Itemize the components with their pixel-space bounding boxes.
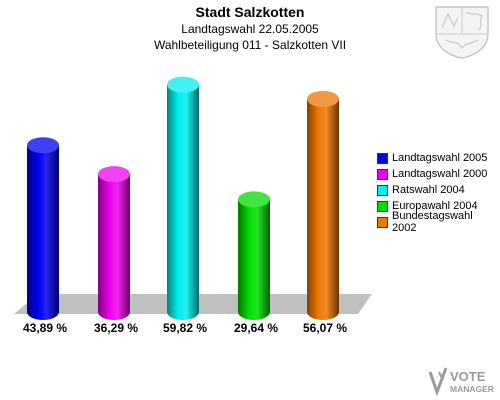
chart-legend: Landtagswahl 2005 Landtagswahl 2000 Rats… <box>377 150 500 234</box>
legend-item: Landtagswahl 2000 <box>377 166 500 182</box>
bar <box>98 166 130 320</box>
chart-subtitle-2: Wahlbeteiligung 011 - Salzkotten VII <box>153 38 347 52</box>
legend-label: Europawahl 2004 <box>392 200 478 212</box>
legend-label: Bundestagswahl 2002 <box>391 210 473 234</box>
legend-item: Bundestagswahl 2002 <box>377 210 500 234</box>
legend-item: Landtagswahl 2005 <box>377 150 500 166</box>
legend-swatch <box>377 200 388 212</box>
bar-value-label: 43,89 % <box>23 321 67 335</box>
logo-text-manager: MANAGER <box>450 384 494 394</box>
legend-label: Landtagswahl 2005 <box>392 152 488 164</box>
bar-value-label: 36,29 % <box>94 321 138 335</box>
legend-label: Landtagswahl 2000 <box>392 168 488 180</box>
votemanager-logo: VOTE MANAGER <box>428 367 494 397</box>
logo-text-vote: VOTE <box>450 369 486 384</box>
bar <box>307 90 339 321</box>
bar-value-label: 59,82 % <box>163 321 207 335</box>
legend-swatch <box>377 216 388 228</box>
chart-title: Stadt Salzkotten <box>195 4 305 20</box>
legend-label: Ratswahl 2004 <box>392 184 465 196</box>
bar-value-label: 56,07 % <box>303 321 347 335</box>
legend-swatch <box>377 184 388 196</box>
legend-item: Ratswahl 2004 <box>377 182 500 198</box>
legend-swatch <box>377 152 388 164</box>
bar <box>238 191 270 320</box>
chart-subtitle: Landtagswahl 22.05.2005 <box>181 22 319 36</box>
bar <box>27 137 59 320</box>
legend-swatch <box>377 168 388 180</box>
bar <box>167 76 199 321</box>
legend-item: Europawahl 2004 <box>377 198 500 214</box>
bar-value-label: 29,64 % <box>234 321 278 335</box>
coat-of-arms-icon <box>435 6 489 59</box>
